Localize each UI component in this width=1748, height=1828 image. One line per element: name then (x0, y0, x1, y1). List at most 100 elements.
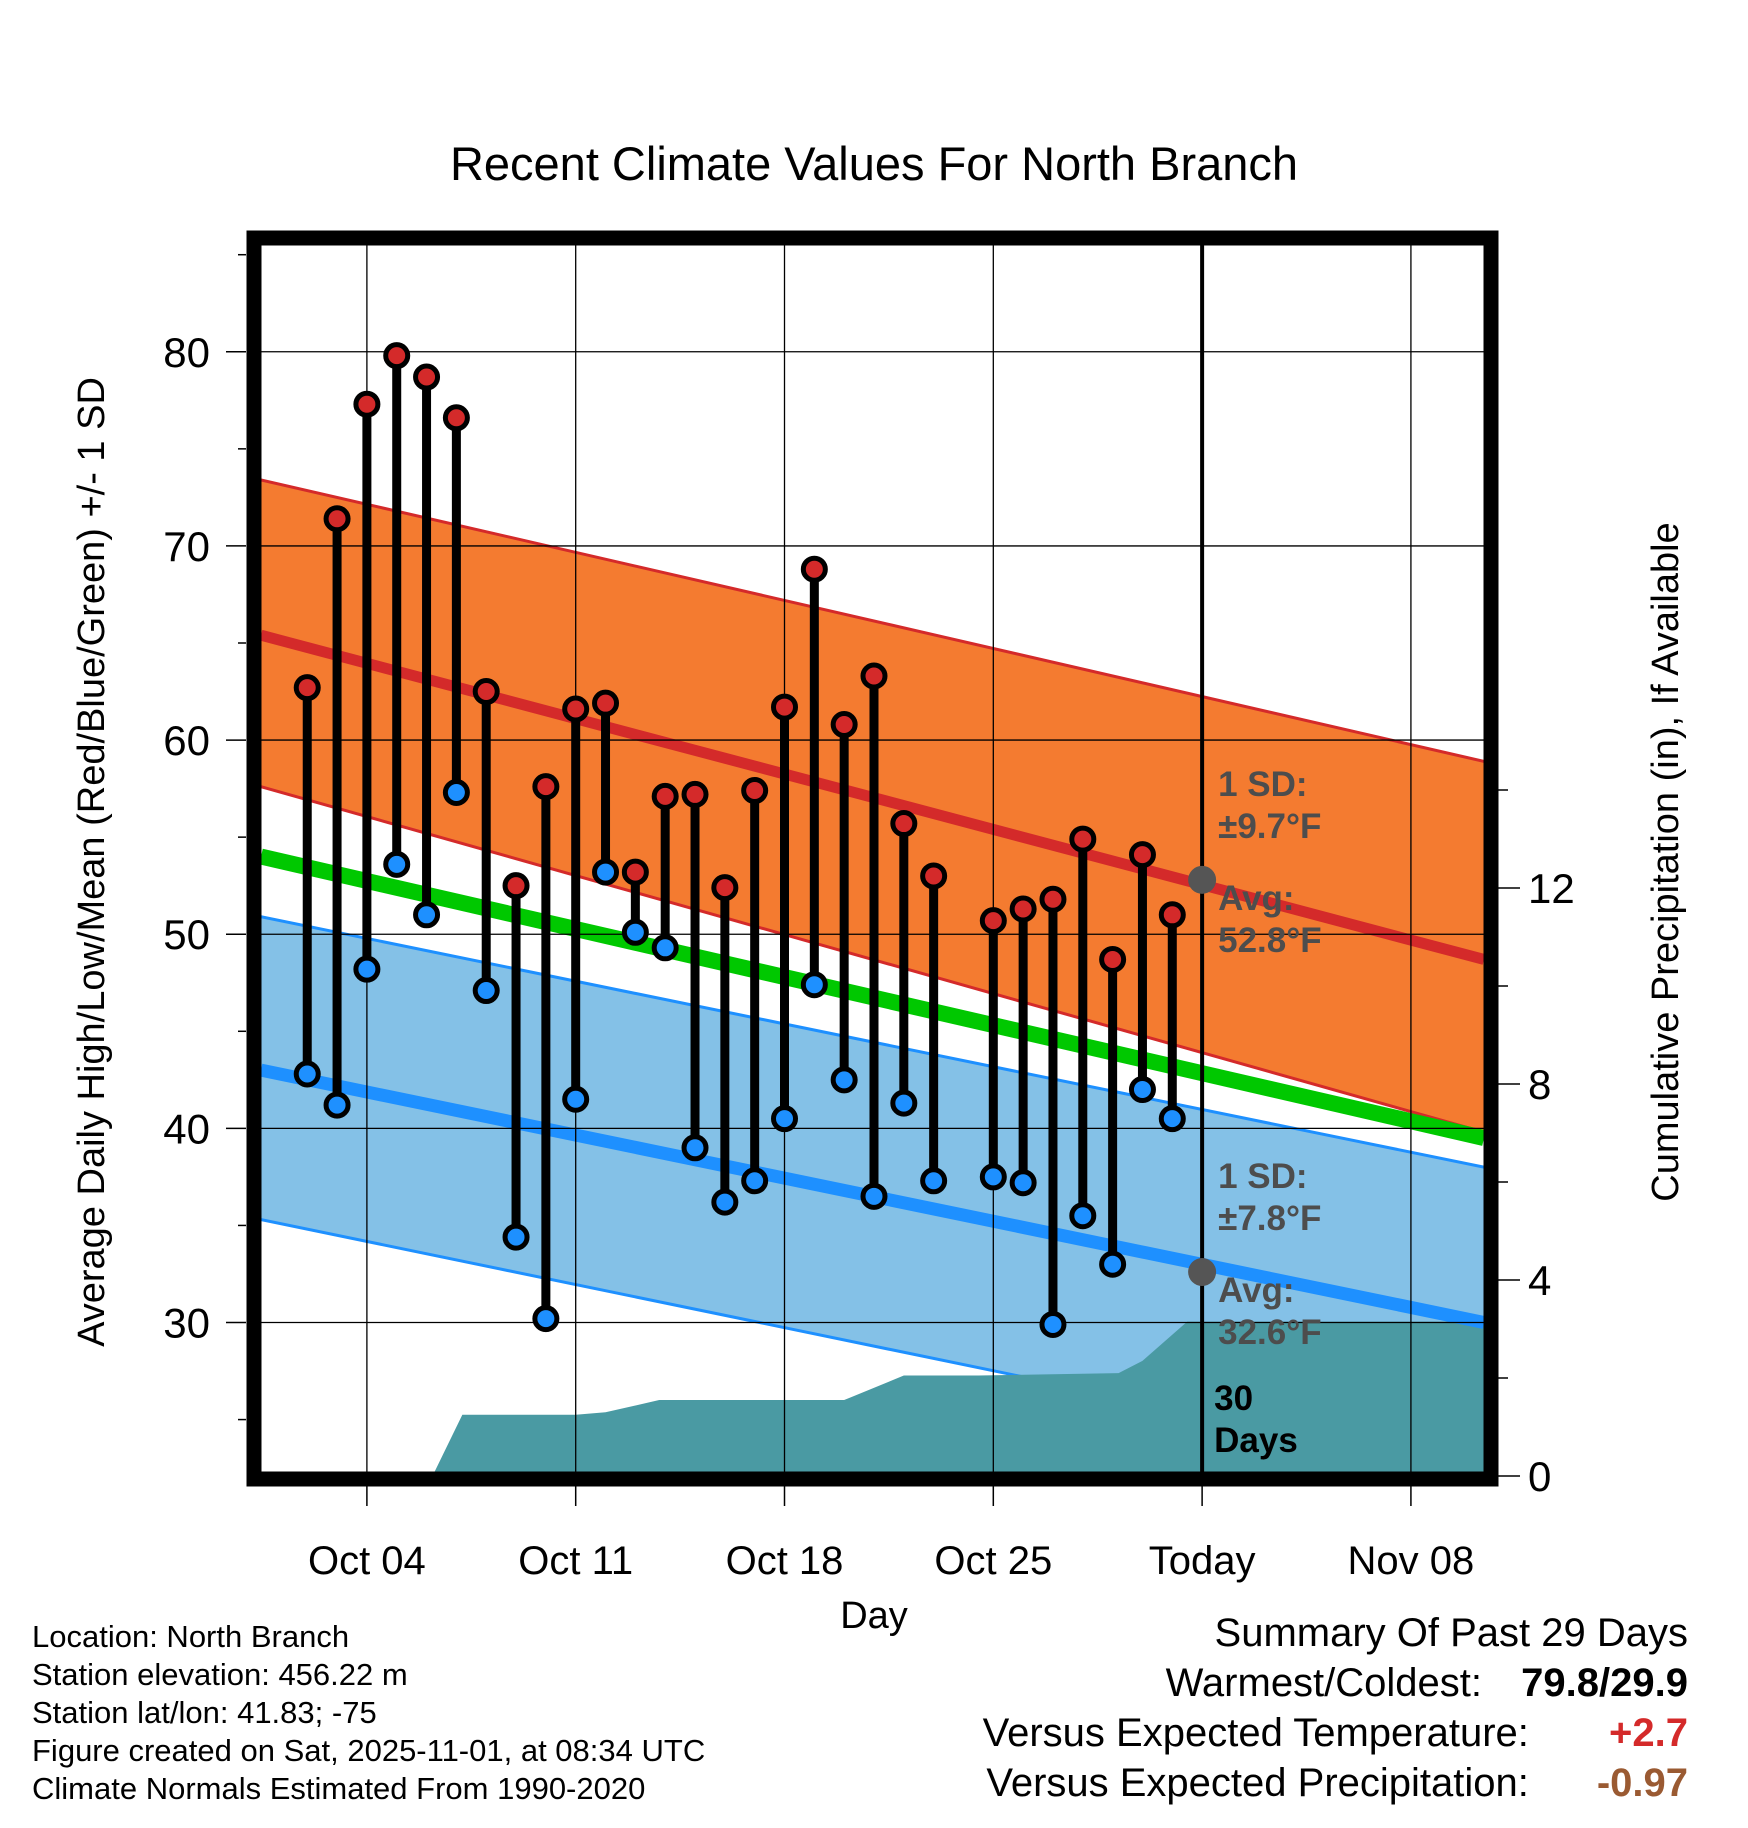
daily-high-point (502, 872, 530, 900)
high-sd-label: 1 SD: (1218, 765, 1307, 804)
daily-low-point (860, 1182, 888, 1210)
y-tick-label: 40 (163, 1105, 210, 1152)
daily-high-point (1039, 885, 1067, 913)
daily-low-point (472, 977, 500, 1005)
daily-high-point (741, 777, 769, 805)
low-sd-label: 1 SD: (1218, 1157, 1307, 1196)
daily-low-point (800, 971, 828, 999)
daily-low-point (771, 1105, 799, 1133)
temp-value: +2.7 (1609, 1711, 1688, 1755)
daily-low-point (353, 955, 381, 983)
daily-low-point (323, 1091, 351, 1119)
daily-high-point (890, 810, 918, 838)
daily-low-point (383, 850, 411, 878)
daily-high-point (592, 689, 620, 717)
normals-text: Climate Normals Estimated From 1990-2020 (32, 1771, 646, 1806)
daily-high-point (323, 505, 351, 533)
daily-high-point (621, 858, 649, 886)
summary-heading: Summary Of Past 29 Days (1214, 1611, 1688, 1655)
x-tick-label: Oct 04 (308, 1539, 426, 1583)
high-upper-line (261, 478, 1484, 763)
daily-high-point (771, 693, 799, 721)
axes (226, 230, 1520, 1506)
daily-low-point (592, 858, 620, 886)
high-avg-value: 52.8°F (1218, 921, 1322, 960)
days-annotation-text: Days (1214, 1421, 1298, 1460)
summary-precip: Versus Expected Precipitation: -0.97 (983, 1758, 1688, 1808)
precip-label: Versus Expected Precipitation: (986, 1761, 1529, 1805)
x-tick-label: Oct 25 (934, 1539, 1052, 1583)
summary-panel: Summary Of Past 29 Days Warmest/Coldest:… (983, 1608, 1688, 1808)
daily-high-point (532, 773, 560, 801)
precip-value: -0.97 (1596, 1761, 1688, 1805)
daily-low-point (1009, 1169, 1037, 1197)
daily-low-point (413, 901, 441, 929)
location-text: Location: North Branch (32, 1619, 350, 1654)
created-text: Figure created on Sat, 2025-11-01, at 08… (32, 1733, 706, 1768)
daily-low-point (532, 1305, 560, 1333)
temp-label: Versus Expected Temperature: (982, 1711, 1529, 1755)
daily-low-point (562, 1085, 590, 1113)
daily-high-point (442, 404, 470, 432)
daily-high-point (383, 342, 411, 370)
daily-low-point (1069, 1202, 1097, 1230)
daily-high-point (681, 780, 709, 808)
y2-axis-label: Cumulative Precipitation (in), If Availa… (1645, 522, 1687, 1201)
x-tick-label: Oct 11 (518, 1539, 633, 1583)
daily-low-point (1099, 1250, 1127, 1278)
low-avg-label: Avg: (1218, 1271, 1294, 1310)
precip-area (277, 1321, 1484, 1472)
y-tick-label: 80 (163, 329, 210, 376)
warm-cold-value: 79.8/29.9 (1521, 1661, 1688, 1705)
daily-low-point (621, 918, 649, 946)
y-tick-label: 50 (163, 911, 210, 958)
low-sd-value: ±7.8°F (1218, 1199, 1321, 1238)
daily-low-point (890, 1089, 918, 1117)
days-annotation-number: 30 (1214, 1379, 1253, 1418)
daily-high-point (979, 907, 1007, 935)
y-axis-label: Average Daily High/Low/Mean (Red/Blue/Gr… (71, 377, 113, 1347)
daily-low-point (1128, 1076, 1156, 1104)
daily-high-point (472, 678, 500, 706)
high-avg-label: Avg: (1218, 879, 1294, 918)
y-tick-label: 70 (163, 523, 210, 570)
chart-title: Recent Climate Values For North Branch (450, 137, 1298, 190)
daily-high-point (1099, 945, 1127, 973)
daily-high-point (293, 674, 321, 702)
daily-low-point (681, 1134, 709, 1162)
daily-high-point (353, 390, 381, 418)
summary-temp: Versus Expected Temperature: +2.7 (983, 1708, 1688, 1758)
y2-tick-label: 0 (1528, 1453, 1551, 1500)
daily-low-point (1158, 1105, 1186, 1133)
daily-high-point (830, 711, 858, 739)
daily-low-point (741, 1167, 769, 1195)
daily-low-point (920, 1167, 948, 1195)
daily-high-point (1128, 841, 1156, 869)
summary-warm-cold: Warmest/Coldest: 79.8/29.9 (983, 1658, 1688, 1708)
daily-high-point (413, 363, 441, 391)
daily-high-point (1009, 895, 1037, 923)
coldest-value: 29.9 (1610, 1661, 1688, 1705)
daily-low-point (651, 934, 679, 962)
daily-low-point (1039, 1310, 1067, 1338)
warm-cold-label: Warmest/Coldest: (1165, 1661, 1483, 1705)
y2-tick-label: 4 (1528, 1257, 1551, 1304)
daily-low-point (830, 1066, 858, 1094)
daily-low-point (502, 1223, 530, 1251)
elevation-text: Station elevation: 456.22 m (32, 1657, 408, 1692)
daily-high-point (860, 662, 888, 690)
low-avg-value: 32.6°F (1218, 1313, 1322, 1352)
latlon-text: Station lat/lon: 41.83; -75 (32, 1695, 377, 1730)
y2-tick-label: 8 (1528, 1061, 1551, 1108)
x-tick-label: Today (1149, 1539, 1256, 1583)
high-sd-value: ±9.7°F (1218, 807, 1321, 846)
x-tick-label: Oct 18 (726, 1539, 844, 1583)
y-tick-label: 60 (163, 717, 210, 764)
daily-high-point (1069, 825, 1097, 853)
daily-low-point (711, 1188, 739, 1216)
daily-low-point (293, 1060, 321, 1088)
daily-low-point (442, 778, 470, 806)
station-info: Location: North Branch Station elevation… (32, 1618, 705, 1808)
